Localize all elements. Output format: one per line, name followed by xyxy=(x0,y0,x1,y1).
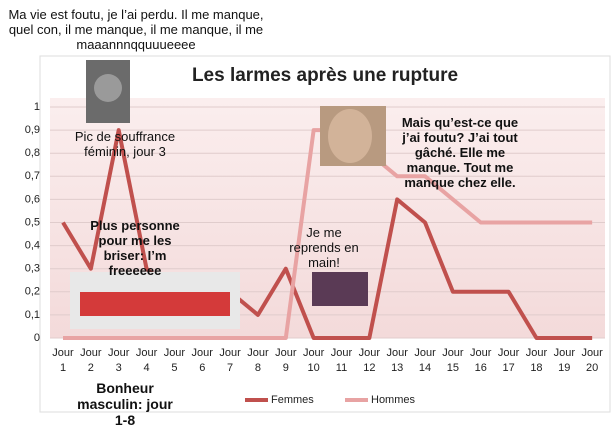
x-tick-label: Jour 3 xyxy=(107,347,130,374)
legend-label: Femmes xyxy=(271,394,314,406)
x-tick-label: Jour 4 xyxy=(135,347,158,374)
annotation: Bonheur masculin: jour 1-8 xyxy=(77,380,173,429)
x-tick-label: Jour 20 xyxy=(581,347,603,374)
x-tick-label: Jour 2 xyxy=(80,347,102,374)
y-tick-label: 0,4 xyxy=(25,240,40,252)
annotation: Ma vie est foutu, je l’ai perdu. Il me m… xyxy=(8,7,264,52)
y-tick-label: 0,5 xyxy=(25,216,40,228)
x-tick-label: Jour 10 xyxy=(302,347,325,374)
x-tick-label: Jour 13 xyxy=(386,347,408,374)
x-tick-label: Jour 16 xyxy=(470,347,492,374)
y-tick-label: 0,9 xyxy=(25,124,40,136)
y-tick-label: 0,1 xyxy=(25,309,40,321)
x-tick-label: Jour 8 xyxy=(247,347,269,374)
photo xyxy=(80,292,230,316)
y-tick-label: 0,6 xyxy=(25,193,40,205)
y-tick-label: 1 xyxy=(34,101,40,113)
legend-label: Hommes xyxy=(371,394,416,406)
x-tick-label: Jour 6 xyxy=(191,347,213,374)
x-tick-label: Jour 18 xyxy=(525,347,548,374)
photo xyxy=(94,74,122,102)
photo xyxy=(312,272,368,306)
annotation: Plus personne pour me les briser: I’m fr… xyxy=(90,218,180,278)
annotation: Mais qu’est-ce que j’ai foutu? J’ai tout… xyxy=(401,115,519,190)
x-tick-label: Jour 9 xyxy=(275,347,297,374)
chart-title: Les larmes après une rupture xyxy=(192,65,458,86)
photo xyxy=(328,109,372,163)
y-tick-label: 0,8 xyxy=(25,147,40,159)
y-tick-label: 0,7 xyxy=(25,170,40,182)
x-tick-label: Jour 15 xyxy=(442,347,464,374)
x-tick-label: Jour 17 xyxy=(497,347,520,374)
y-tick-label: 0,3 xyxy=(25,263,40,275)
x-tick-label: Jour 11 xyxy=(330,347,353,374)
y-tick-label: 0,2 xyxy=(25,286,40,298)
annotation: Pic de souffrance féminin, jour 3 xyxy=(74,129,176,159)
x-tick-label: Jour 19 xyxy=(553,347,575,374)
x-tick-label: Jour 5 xyxy=(163,347,186,374)
x-tick-label: Jour 12 xyxy=(358,347,381,374)
x-tick-label: Jour 1 xyxy=(52,347,74,374)
annotation: Je me reprends en main! xyxy=(289,225,359,270)
x-tick-label: Jour 14 xyxy=(414,347,436,374)
x-tick-label: Jour 7 xyxy=(219,347,241,374)
y-tick-label: 0 xyxy=(34,332,40,344)
